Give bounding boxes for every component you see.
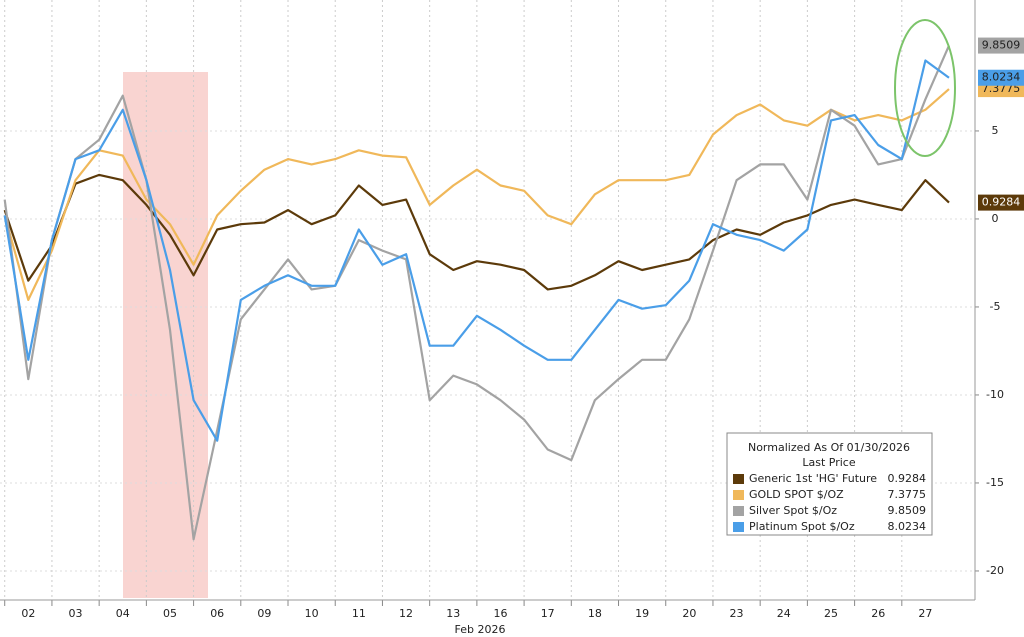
legend-value: 0.9284	[888, 472, 927, 485]
y-tick-label: -10	[986, 388, 1004, 401]
series-line	[3, 59, 950, 442]
legend-swatch	[733, 490, 744, 500]
y-tick-label: -5	[990, 300, 1001, 313]
x-tick-label: 02	[21, 607, 35, 620]
legend-value: 7.3775	[888, 488, 927, 501]
x-tick-label: 09	[257, 607, 271, 620]
last-price-label: 0.9284	[982, 196, 1021, 209]
x-tick-label: 24	[777, 607, 791, 620]
x-tick-label: 05	[163, 607, 177, 620]
legend-label: Generic 1st 'HG' Future	[749, 472, 877, 485]
x-axis-label: Feb 2026	[455, 623, 506, 636]
x-tick-label: 11	[352, 607, 366, 620]
y-tick-label: 5	[992, 124, 999, 137]
legend-label: GOLD SPOT $/OZ	[749, 488, 844, 501]
series-line	[3, 173, 950, 291]
legend-swatch	[733, 474, 744, 484]
x-tick-label: 13	[446, 607, 460, 620]
y-tick-label: -20	[986, 564, 1004, 577]
legend-label: Platinum Spot $/Oz	[749, 520, 855, 533]
x-tick-label: 23	[730, 607, 744, 620]
series-line	[3, 45, 951, 541]
legend-title: Normalized As Of 01/30/2026	[748, 441, 910, 454]
legend-swatch	[733, 506, 744, 516]
annotation-circle	[894, 19, 956, 157]
x-tick-label: 10	[305, 607, 319, 620]
series-line	[3, 88, 950, 301]
legend-value: 9.8509	[888, 504, 927, 517]
x-tick-label: 17	[541, 607, 555, 620]
x-tick-label: 04	[116, 607, 130, 620]
last-price-tag	[978, 37, 1024, 54]
legend-subtitle: Last Price	[802, 456, 855, 469]
x-tick-label: 25	[824, 607, 838, 620]
x-tick-label: 20	[682, 607, 696, 620]
y-tick-label: 0	[992, 212, 999, 225]
last-price-tag	[978, 194, 1024, 211]
legend-box	[726, 432, 933, 536]
x-tick-label: 12	[399, 607, 413, 620]
legend-value: 8.0234	[888, 520, 927, 533]
x-tick-label: 26	[871, 607, 885, 620]
legend: Normalized As Of 01/30/2026 Last Price Gen…	[726, 432, 933, 536]
x-tick-label: 16	[493, 607, 507, 620]
legend-swatch	[733, 522, 744, 532]
x-tick-label: 19	[635, 607, 649, 620]
legend-label: Silver Spot $/Oz	[749, 504, 837, 517]
x-tick-label: 06	[210, 607, 224, 620]
x-tick-label: 03	[69, 607, 83, 620]
last-price-tag	[978, 69, 1024, 86]
last-price-label: 9.8509	[982, 39, 1021, 52]
last-price-label: 8.0234	[982, 71, 1021, 84]
y-tick-label: -15	[986, 476, 1004, 489]
x-tick-label: 27	[918, 607, 932, 620]
x-tick-label: 18	[588, 607, 602, 620]
